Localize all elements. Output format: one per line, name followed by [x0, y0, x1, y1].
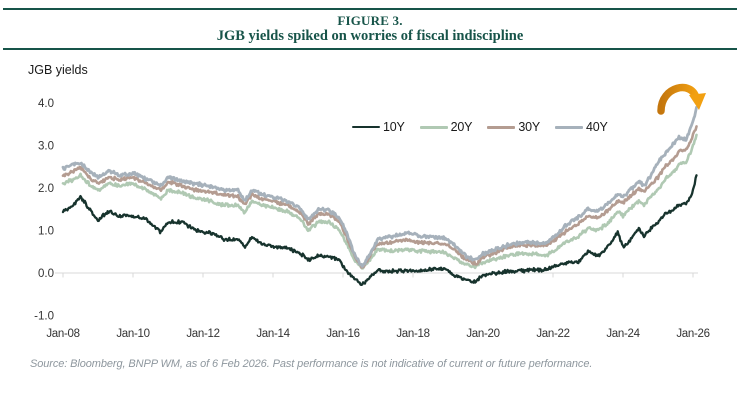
x-tick-label: Jan-22: [536, 328, 569, 340]
legend-label-20y: 20Y: [450, 120, 473, 134]
top-rule: [3, 8, 737, 10]
x-tick-label: Jan-16: [326, 328, 359, 340]
legend-swatch-40y: [554, 125, 583, 129]
x-tick-label: Jan-08: [46, 328, 79, 340]
x-tick-label: Jan-24: [606, 328, 640, 340]
x-tick-label: Jan-14: [256, 328, 290, 340]
legend-label-10y: 10Y: [383, 120, 405, 134]
x-tick-label: Jan-18: [396, 328, 429, 340]
y-tick-label: 0.0: [38, 268, 54, 280]
x-tick-label: Jan-20: [466, 328, 499, 340]
y-axis-title: JGB yields: [28, 63, 88, 77]
series-line-40y: [61, 105, 698, 268]
legend-swatch-20y: [419, 125, 448, 129]
legend-item-20y: 20Y: [419, 120, 473, 134]
y-tick-label: 2.0: [38, 183, 54, 195]
series-line-10y: [61, 174, 698, 287]
figure-label: FIGURE 3.: [337, 13, 403, 28]
figure-title: JGB yields spiked on worries of fiscal i…: [216, 28, 524, 44]
y-tick-label: 4.0: [38, 98, 54, 110]
series-line-20y: [61, 133, 698, 270]
x-tick-label: Jan-12: [186, 328, 219, 340]
series-line-30y: [61, 125, 698, 269]
y-tick-label: 1.0: [38, 226, 54, 238]
header-rule: [3, 48, 737, 50]
x-tick-label: Jan-10: [116, 328, 149, 340]
legend-label-30y: 30Y: [518, 120, 540, 134]
x-tick-label: Jan-26: [676, 328, 709, 340]
chart-legend: 10Y 20Y 30Y 40Y: [352, 120, 608, 134]
legend-label-40y: 40Y: [585, 120, 608, 134]
spike-arrow-icon: [657, 84, 706, 115]
legend-swatch-10y: [352, 125, 380, 129]
y-tick-label: -1.0: [34, 311, 54, 323]
y-tick-label: 3.0: [38, 141, 54, 153]
source-note: Source: Bloomberg, BNPP WM, as of 6 Feb …: [30, 358, 593, 370]
legend-item-30y: 30Y: [487, 120, 540, 134]
legend-item-40y: 40Y: [554, 120, 608, 134]
legend-swatch-30y: [487, 125, 516, 129]
legend-item-10y: 10Y: [352, 120, 405, 134]
